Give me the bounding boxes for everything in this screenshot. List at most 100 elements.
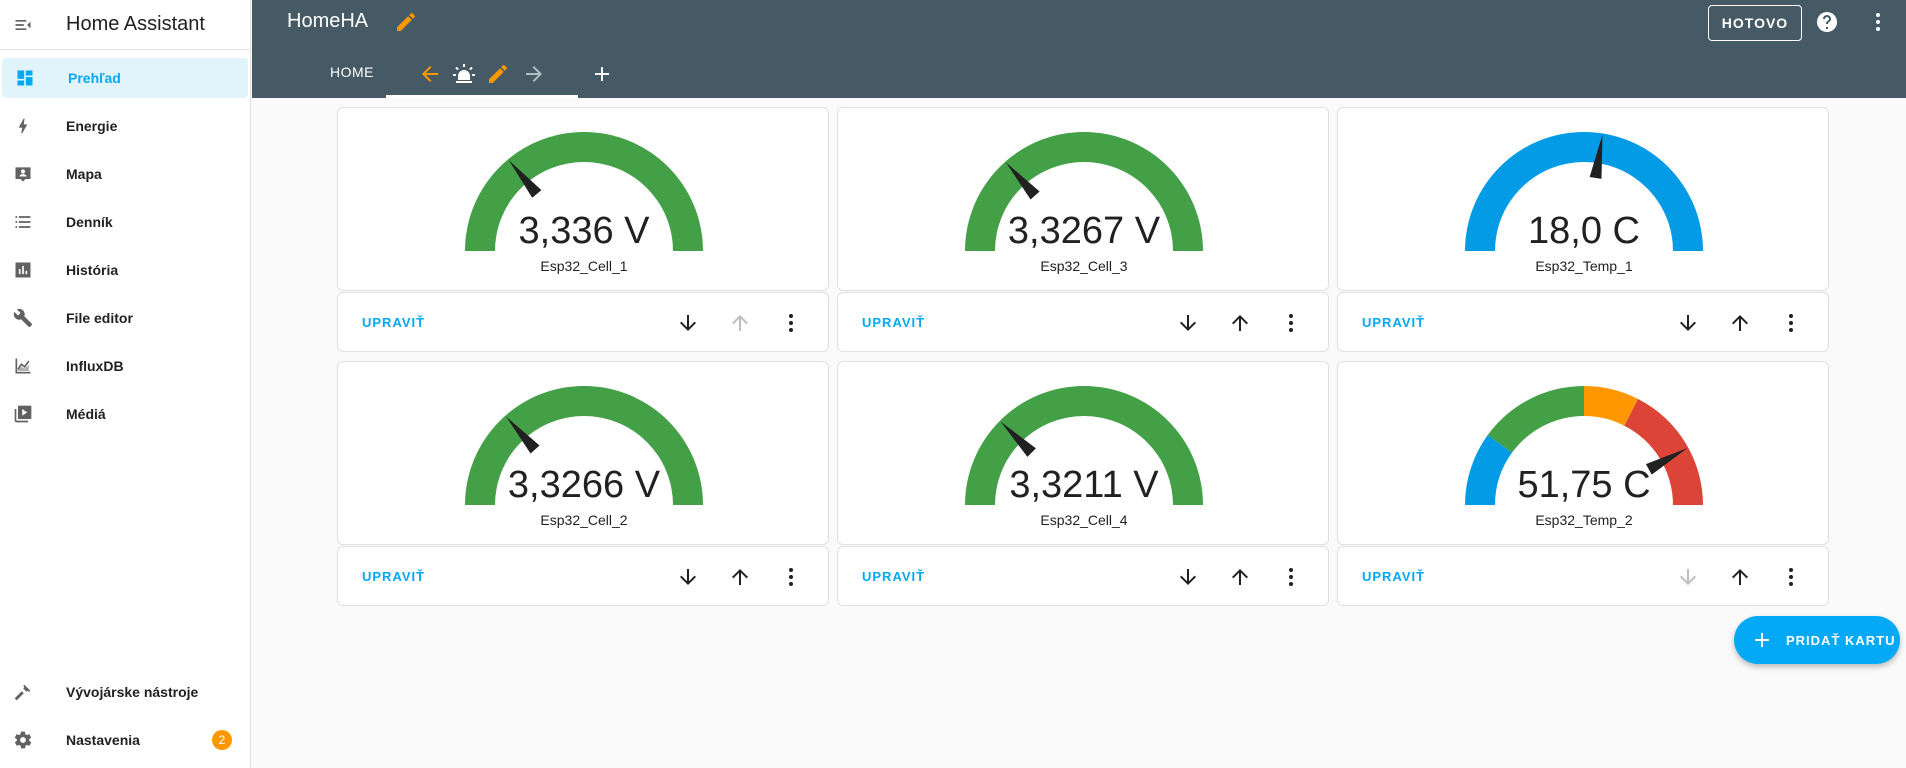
move-up-icon[interactable] bbox=[1728, 311, 1752, 335]
sidebar-item-label: Nastavenia bbox=[66, 732, 140, 748]
edit-card-button[interactable]: UPRAVIŤ bbox=[362, 315, 426, 330]
add-card-button[interactable]: PRIDAŤ KARTU bbox=[1734, 616, 1900, 664]
gauge-card[interactable]: 51,75 C Esp32_Temp_2 bbox=[1337, 361, 1829, 545]
lightning-icon bbox=[0, 106, 46, 146]
gauge-card[interactable]: 18,0 C Esp32_Temp_1 bbox=[1337, 107, 1829, 291]
gauge-needle bbox=[508, 160, 542, 198]
sidebar-item-label: Prehľad bbox=[68, 70, 121, 86]
gauge-card[interactable]: 3,3211 V Esp32_Cell_4 bbox=[837, 361, 1329, 545]
gauge-value: 3,336 V bbox=[518, 210, 650, 252]
gauge-arc bbox=[1465, 132, 1703, 251]
gauge-name: Esp32_Temp_2 bbox=[1535, 512, 1633, 528]
done-button[interactable]: HOTOVO bbox=[1708, 5, 1802, 41]
sidebar-item-label: Mapa bbox=[66, 166, 102, 182]
hammer-icon bbox=[0, 672, 46, 712]
move-down-icon[interactable] bbox=[676, 565, 700, 589]
menu-collapse-button[interactable] bbox=[0, 0, 46, 50]
help-icon[interactable] bbox=[1815, 10, 1839, 34]
sidebar-item-label: Vývojárske nástroje bbox=[66, 684, 199, 700]
more-vert-icon[interactable] bbox=[1779, 311, 1803, 335]
gauge-fill bbox=[465, 386, 703, 505]
line-chart-icon bbox=[0, 346, 46, 386]
gauge-fill bbox=[465, 132, 703, 251]
sidebar-item-file-editor[interactable]: File editor bbox=[0, 298, 246, 338]
gauge-segment bbox=[1465, 435, 1512, 505]
edit-card-button[interactable]: UPRAVIŤ bbox=[1362, 569, 1426, 584]
map-icon bbox=[0, 154, 46, 194]
move-down-icon bbox=[1680, 569, 1696, 585]
move-down-icon[interactable] bbox=[1176, 311, 1200, 335]
gauge-segment bbox=[1584, 386, 1639, 426]
sidebar-item-label: História bbox=[66, 262, 119, 278]
more-vert-icon[interactable] bbox=[779, 565, 803, 589]
edit-card-button[interactable]: UPRAVIŤ bbox=[1362, 315, 1426, 330]
more-vert-icon[interactable] bbox=[1779, 565, 1803, 589]
arrow-right-icon[interactable] bbox=[522, 62, 546, 86]
gauge-segment bbox=[1624, 398, 1703, 505]
gauge-needle bbox=[1005, 162, 1040, 200]
sidebar-item-influxdb[interactable]: InfluxDB bbox=[0, 346, 246, 386]
move-up-icon bbox=[732, 315, 748, 331]
gauge-name: Esp32_Cell_4 bbox=[1040, 512, 1128, 528]
alarm-light-icon bbox=[453, 64, 475, 83]
gear-icon bbox=[0, 720, 46, 760]
pencil-icon[interactable] bbox=[486, 62, 510, 86]
move-down-icon[interactable] bbox=[1176, 565, 1200, 589]
move-up-icon[interactable] bbox=[1228, 565, 1252, 589]
more-vert-icon[interactable] bbox=[1279, 311, 1303, 335]
more-vert-icon[interactable] bbox=[779, 311, 803, 335]
gauge-name: Esp32_Cell_2 bbox=[540, 512, 628, 528]
toolbar: HomeHA HOTOVO HOME bbox=[252, 0, 1906, 98]
gauge-name: Esp32_Cell_1 bbox=[540, 258, 628, 274]
plus-icon bbox=[1755, 633, 1769, 647]
arrow-left-icon[interactable] bbox=[418, 62, 442, 86]
gauge-value: 3,3211 V bbox=[1009, 464, 1159, 506]
sidebar-item-settings[interactable]: Nastavenia 2 bbox=[0, 720, 246, 760]
notification-badge: 2 bbox=[212, 730, 232, 750]
sidebar-item-label: Energie bbox=[66, 118, 118, 134]
dashboard-title: HomeHA bbox=[287, 10, 369, 32]
sidebar-item-historia[interactable]: História bbox=[0, 250, 246, 290]
gauge-arc bbox=[1465, 386, 1703, 505]
more-vert-icon[interactable] bbox=[1279, 565, 1303, 589]
move-up-icon[interactable] bbox=[1728, 565, 1752, 589]
gauge-needle bbox=[1000, 421, 1036, 457]
sidebar-item-dennik[interactable]: Denník bbox=[0, 202, 246, 242]
card-edit-bar: UPRAVIŤ bbox=[337, 546, 829, 606]
wrench-icon bbox=[0, 298, 46, 338]
menu-collapse-icon bbox=[15, 19, 31, 30]
list-icon bbox=[0, 202, 46, 242]
sidebar-item-label: File editor bbox=[66, 310, 133, 326]
gauge-card[interactable]: 3,3266 V Esp32_Cell_2 bbox=[337, 361, 829, 545]
sidebar-header: Home Assistant bbox=[0, 0, 250, 50]
sidebar-item-developer-tools[interactable]: Vývojárske nástroje bbox=[0, 672, 246, 712]
card-edit-bar: UPRAVIŤ bbox=[837, 292, 1329, 352]
tab-home[interactable]: HOME bbox=[330, 64, 374, 80]
sidebar-item-label: Médiá bbox=[66, 406, 106, 422]
sidebar-item-prehlad[interactable]: Prehľad bbox=[2, 58, 248, 98]
gauge-card[interactable]: 3,336 V Esp32_Cell_1 bbox=[337, 107, 829, 291]
move-down-icon[interactable] bbox=[1676, 311, 1700, 335]
edit-card-button[interactable]: UPRAVIŤ bbox=[362, 569, 426, 584]
gauge-card[interactable]: 3,3267 V Esp32_Cell_3 bbox=[837, 107, 1329, 291]
gauge-value: 51,75 C bbox=[1517, 464, 1651, 506]
gauge-value: 3,3267 V bbox=[1007, 210, 1161, 252]
more-vert-icon[interactable] bbox=[1866, 10, 1890, 34]
gauge-needle bbox=[1589, 134, 1603, 179]
sidebar-item-media[interactable]: Médiá bbox=[0, 394, 246, 434]
sidebar-item-energie[interactable]: Energie bbox=[0, 106, 246, 146]
edit-card-button[interactable]: UPRAVIŤ bbox=[862, 569, 926, 584]
edit-card-button[interactable]: UPRAVIŤ bbox=[862, 315, 926, 330]
pencil-icon[interactable] bbox=[394, 10, 418, 34]
tab-active-indicator bbox=[386, 95, 578, 98]
chart-icon bbox=[0, 250, 46, 290]
gauge-arc bbox=[465, 386, 703, 505]
card-edit-bar: UPRAVIŤ bbox=[1337, 292, 1829, 352]
gauge-fill bbox=[965, 386, 1203, 505]
gauge-needle bbox=[505, 416, 540, 454]
add-view-icon[interactable] bbox=[590, 62, 614, 86]
sidebar-item-mapa[interactable]: Mapa bbox=[0, 154, 246, 194]
move-down-icon[interactable] bbox=[676, 311, 700, 335]
move-up-icon[interactable] bbox=[728, 565, 752, 589]
move-up-icon[interactable] bbox=[1228, 311, 1252, 335]
